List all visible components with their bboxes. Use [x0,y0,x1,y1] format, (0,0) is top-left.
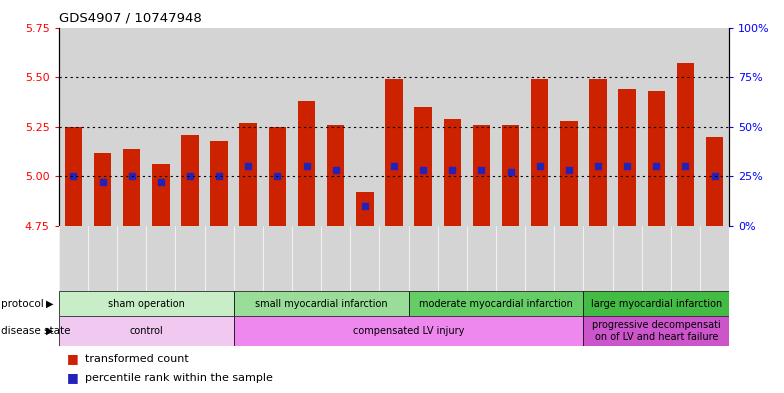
Bar [147,28,176,226]
Text: percentile rank within the sample: percentile rank within the sample [85,373,273,383]
Bar [123,149,140,226]
Bar [59,28,88,226]
Bar [677,63,694,226]
Bar [408,28,437,226]
Text: sham operation: sham operation [107,299,185,309]
Bar [321,28,350,226]
Text: large myocardial infarction: large myocardial infarction [590,299,722,309]
Bar [263,28,292,226]
Text: GDS4907 / 10747948: GDS4907 / 10747948 [59,12,201,25]
Bar [379,28,408,226]
Bar [641,28,671,226]
Bar [181,135,198,226]
Bar [269,127,286,226]
Bar [59,316,234,346]
Bar [560,121,578,226]
Bar [444,119,461,226]
Bar [356,192,373,226]
Bar [531,79,549,226]
Bar [590,79,607,226]
Bar [648,91,665,226]
Bar [473,125,490,226]
Bar [466,28,496,226]
Bar [408,291,583,316]
Bar [234,316,583,346]
Bar [671,28,700,226]
Bar [205,28,234,226]
Text: small myocardial infarction: small myocardial infarction [255,299,387,309]
Bar [554,28,583,226]
Bar [415,107,432,226]
Bar [94,152,111,226]
Bar [298,101,315,226]
Bar [64,127,82,226]
Bar [583,28,612,226]
Bar [612,28,641,226]
Bar [385,79,403,226]
Text: disease state: disease state [1,326,71,336]
Bar [706,137,724,226]
Bar [700,28,729,226]
Text: compensated LV injury: compensated LV injury [353,326,464,336]
Bar [496,28,525,226]
Bar [59,291,234,316]
Bar [327,125,344,226]
Bar [583,291,729,316]
Text: ■: ■ [67,353,78,365]
Bar [350,28,379,226]
Text: ▶: ▶ [45,299,53,309]
Bar [619,89,636,226]
Bar [176,28,205,226]
Bar [117,28,147,226]
Bar [210,141,228,226]
Bar [502,125,519,226]
Bar [583,316,729,346]
Bar [292,28,321,226]
Text: progressive decompensati
on of LV and heart failure: progressive decompensati on of LV and he… [592,320,720,342]
Bar [152,164,169,226]
Text: protocol: protocol [1,299,44,309]
Bar [234,28,263,226]
Text: transformed count: transformed count [85,354,188,364]
Bar [234,291,408,316]
Bar [525,28,554,226]
Text: moderate myocardial infarction: moderate myocardial infarction [419,299,573,309]
Text: ■: ■ [67,371,78,384]
Text: control: control [129,326,163,336]
Bar [239,123,257,226]
Bar [88,28,117,226]
Text: ▶: ▶ [45,326,53,336]
Bar [437,28,466,226]
